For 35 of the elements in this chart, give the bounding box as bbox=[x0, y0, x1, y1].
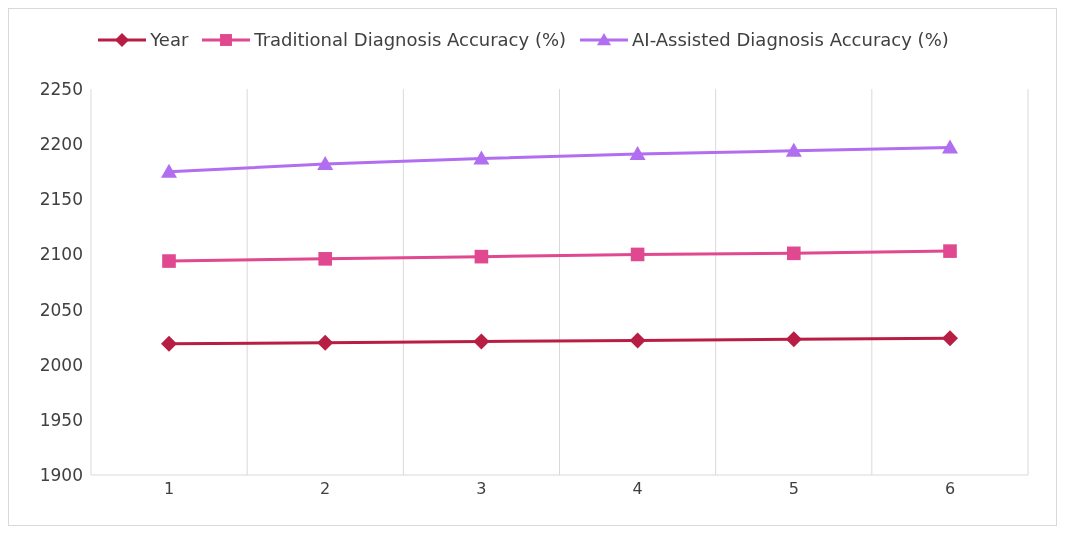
point bbox=[317, 155, 334, 170]
point bbox=[161, 163, 177, 178]
y-tick-label: 1900 bbox=[39, 465, 83, 486]
legend-label: AI-Assisted Diagnosis Accuracy (%) bbox=[632, 29, 949, 50]
point bbox=[785, 142, 802, 157]
y-tick-label: 2000 bbox=[39, 354, 83, 375]
x-tick-label: 3 bbox=[476, 479, 487, 499]
point bbox=[473, 333, 490, 350]
x-tick-label: 6 bbox=[944, 479, 956, 499]
point bbox=[787, 246, 801, 261]
point bbox=[629, 146, 646, 161]
x-tick-label: 2 bbox=[320, 479, 331, 499]
legend-label: Traditional Diagnosis Accuracy (%) bbox=[254, 29, 567, 50]
point bbox=[317, 334, 334, 351]
point bbox=[785, 331, 802, 348]
point bbox=[161, 335, 177, 352]
x-tick-label: 4 bbox=[632, 479, 643, 499]
point bbox=[942, 330, 958, 347]
y-tick-label: 2200 bbox=[39, 134, 83, 155]
x-tick-label: 5 bbox=[788, 479, 799, 499]
point bbox=[162, 254, 176, 268]
point bbox=[474, 249, 489, 264]
y-tick-label: 2250 bbox=[39, 79, 83, 100]
point bbox=[943, 244, 957, 258]
point bbox=[318, 252, 332, 266]
point bbox=[473, 150, 490, 165]
y-tick-label: 2100 bbox=[39, 244, 83, 265]
y-tick-label: 1950 bbox=[39, 409, 83, 430]
x-tick-label: 1 bbox=[163, 479, 175, 499]
point bbox=[629, 332, 646, 349]
point bbox=[630, 247, 645, 262]
y-tick-label: 2050 bbox=[39, 299, 83, 320]
y-tick-label: 2150 bbox=[39, 189, 83, 210]
legend-label: Year bbox=[150, 29, 189, 50]
point bbox=[942, 139, 958, 154]
